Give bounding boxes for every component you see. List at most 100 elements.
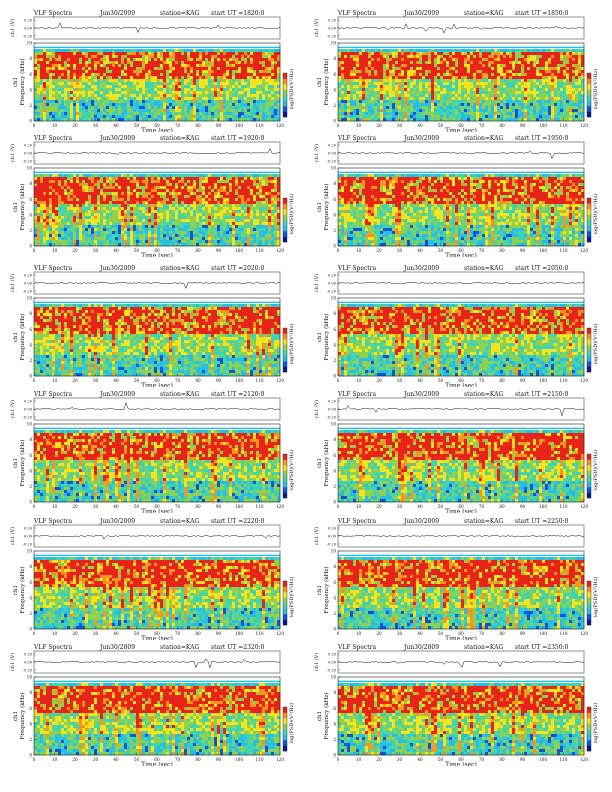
spectrogram-cell	[389, 91, 393, 95]
spectrogram-cell	[554, 52, 558, 56]
spectrogram-cell	[539, 112, 543, 116]
spectrogram-cell	[410, 76, 414, 80]
spectrogram-cell	[560, 73, 564, 77]
spectrogram-cell	[554, 61, 558, 65]
spectrogram-cell	[392, 82, 396, 86]
spectrogram-cell	[575, 82, 579, 86]
spectrogram-cell	[365, 58, 369, 62]
spectrogram-cell	[49, 100, 53, 104]
spectrogram-cell	[118, 228, 122, 232]
spectrogram-cell	[271, 85, 275, 89]
spectrogram-cell	[386, 118, 390, 122]
spectrogram-cell	[187, 70, 191, 74]
spectrogram-cell	[347, 94, 351, 98]
spectrogram-cell	[548, 67, 552, 71]
spectrogram-cell	[52, 94, 56, 98]
spectrogram-cell	[515, 88, 519, 92]
spectrogram-cell	[40, 67, 44, 71]
spectrogram-cell	[46, 106, 50, 110]
spectrogram-cell	[398, 85, 402, 89]
spectrogram-cell	[163, 70, 167, 74]
spectrogram-cell	[61, 216, 65, 220]
spectrogram-cell	[91, 189, 95, 193]
spectrogram-cell	[542, 85, 546, 89]
spectrogram-cell	[265, 61, 269, 65]
spectrogram-cell	[85, 58, 89, 62]
spectrogram-cell	[88, 115, 92, 119]
spectrogram-cell	[175, 70, 179, 74]
colorbar-swatch	[283, 89, 287, 96]
panel-station: station=KAG	[160, 10, 199, 17]
spectrogram-cell	[88, 201, 92, 205]
spectrogram-cell	[434, 118, 438, 122]
spectrogram-cell	[172, 91, 176, 95]
spectrogram-cell	[43, 67, 47, 71]
spectrogram-cell	[500, 58, 504, 62]
spectrogram-cell	[512, 103, 516, 107]
spectrogram-cell	[404, 112, 408, 116]
spectrogram-cell	[238, 82, 242, 86]
spectrogram-cell	[253, 58, 257, 62]
spectrogram-cell	[440, 58, 444, 62]
spectrogram-cell	[353, 97, 357, 101]
spectrogram-cell	[46, 192, 50, 196]
spectrogram-cell	[76, 195, 80, 199]
spectrogram-cell	[488, 112, 492, 116]
spectrogram-cell	[374, 70, 378, 74]
spectrogram-cell	[124, 201, 128, 205]
spectrogram-cell	[413, 88, 417, 92]
spectrogram-cell	[434, 115, 438, 119]
spectrogram-cell	[157, 109, 161, 113]
spectrogram-cell	[178, 79, 182, 83]
spectrogram-cell	[256, 85, 260, 89]
spectrogram-cell	[428, 100, 432, 104]
spectrogram-cell	[374, 73, 378, 77]
spectrogram-cell	[187, 97, 191, 101]
spectrogram-cell	[160, 103, 164, 107]
spectrogram-cell	[235, 73, 239, 77]
spectrogram-cell	[274, 52, 278, 56]
spectrogram-cell	[121, 207, 125, 211]
spectrogram-cell	[494, 94, 498, 98]
spectrogram-cell	[121, 112, 125, 116]
spectrogram-cell	[347, 82, 351, 86]
spectrogram-cell	[341, 70, 345, 74]
spectrogram-cell	[350, 61, 354, 65]
spectrogram-cell	[139, 174, 143, 178]
spectrogram-cell	[428, 82, 432, 86]
spectrogram-cell	[380, 49, 384, 53]
spectrogram-cell	[58, 195, 62, 199]
spectrogram-cell	[557, 73, 561, 77]
spectrogram-cell	[277, 118, 281, 122]
spectrogram-cell	[488, 70, 492, 74]
spectrogram-cell	[347, 100, 351, 104]
spectrogram-cell	[49, 201, 53, 205]
spectrogram-cell	[437, 88, 441, 92]
spectrogram-cell	[184, 64, 188, 68]
spectrogram-cell	[350, 88, 354, 92]
spectrogram-cell	[199, 97, 203, 101]
spectrogram-cell	[458, 88, 462, 92]
spectrogram-cell	[157, 106, 161, 110]
spectrogram-cell	[527, 94, 531, 98]
spectrogram-cell	[100, 100, 104, 104]
spectrogram-cell	[121, 201, 125, 205]
spectrogram-cell	[46, 240, 50, 244]
spectrogram-cell	[560, 112, 564, 116]
spectrogram-cell	[449, 55, 453, 59]
spectrogram-cell	[365, 118, 369, 122]
spectrogram-cell	[563, 82, 567, 86]
spectrogram-cell	[43, 94, 47, 98]
spectrogram-cell	[112, 207, 116, 211]
spectrogram-cell	[383, 70, 387, 74]
spectrogram-cell	[256, 55, 260, 59]
spectrogram-cell	[506, 64, 510, 68]
spectrogram-cell	[52, 213, 56, 217]
spectrogram-cell	[142, 82, 146, 86]
spectrogram-cell	[368, 112, 372, 116]
spectrogram-cell	[91, 76, 95, 80]
spectrogram-cell	[154, 97, 158, 101]
spectrogram-cell	[551, 91, 555, 95]
spectrogram-cell	[359, 94, 363, 98]
spectrogram-cell	[166, 103, 170, 107]
